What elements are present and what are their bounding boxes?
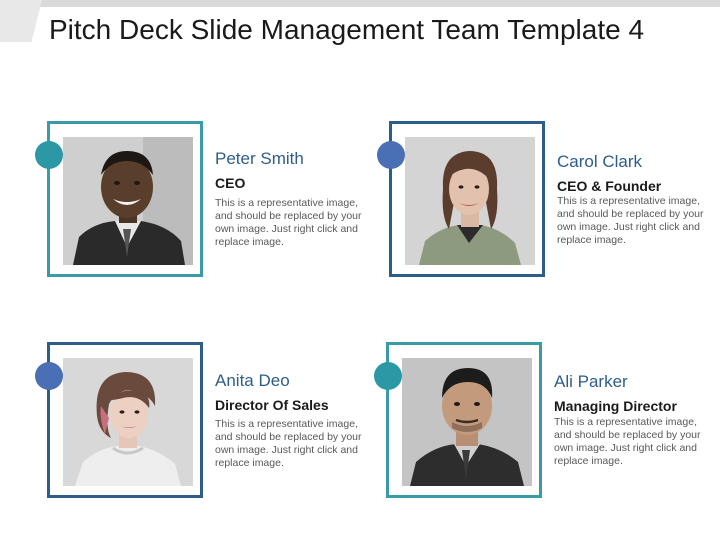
slide-title: Pitch Deck Slide Management Team Templat… bbox=[49, 14, 645, 45]
member-photo[interactable] bbox=[405, 137, 535, 265]
photo-frame bbox=[389, 121, 545, 277]
team-member-card: Anita Deo Director Of Sales This is a re… bbox=[35, 342, 377, 502]
team-member-card: Carol Clark CEO & Founder This is a repr… bbox=[377, 121, 719, 281]
member-description: This is a representative image, and shou… bbox=[554, 416, 701, 467]
member-description: This is a representative image, and shou… bbox=[557, 195, 704, 246]
member-description: This is a representative image, and shou… bbox=[215, 197, 362, 248]
photo-frame bbox=[386, 342, 542, 498]
corner-accent bbox=[0, 0, 42, 42]
accent-dot bbox=[35, 141, 63, 169]
member-photo[interactable] bbox=[402, 358, 532, 486]
member-role: Managing Director bbox=[554, 398, 677, 414]
member-name: Peter Smith bbox=[215, 149, 304, 168]
member-description: This is a representative image, and shou… bbox=[215, 418, 362, 469]
portrait-man-suit-icon bbox=[402, 358, 532, 486]
member-role: Director Of Sales bbox=[215, 397, 329, 413]
portrait-woman-short-hair-icon bbox=[63, 358, 193, 486]
photo-frame bbox=[47, 121, 203, 277]
accent-dot bbox=[35, 362, 63, 390]
member-photo[interactable] bbox=[63, 137, 193, 265]
member-photo[interactable] bbox=[63, 358, 193, 486]
team-member-card: Peter Smith CEO This is a representative… bbox=[35, 121, 377, 281]
team-member-card: Ali Parker Managing Director This is a r… bbox=[374, 342, 716, 502]
top-accent-bar bbox=[0, 0, 720, 10]
member-name: Anita Deo bbox=[215, 371, 290, 390]
accent-dot bbox=[377, 141, 405, 169]
portrait-woman-blazer-icon bbox=[405, 137, 535, 265]
accent-dot bbox=[374, 362, 402, 390]
photo-frame bbox=[47, 342, 203, 498]
member-role: CEO & Founder bbox=[557, 178, 662, 194]
member-name: Ali Parker bbox=[554, 372, 628, 391]
member-role: CEO bbox=[215, 175, 246, 191]
portrait-man-smiling-icon bbox=[63, 137, 193, 265]
member-name: Carol Clark bbox=[557, 152, 643, 171]
